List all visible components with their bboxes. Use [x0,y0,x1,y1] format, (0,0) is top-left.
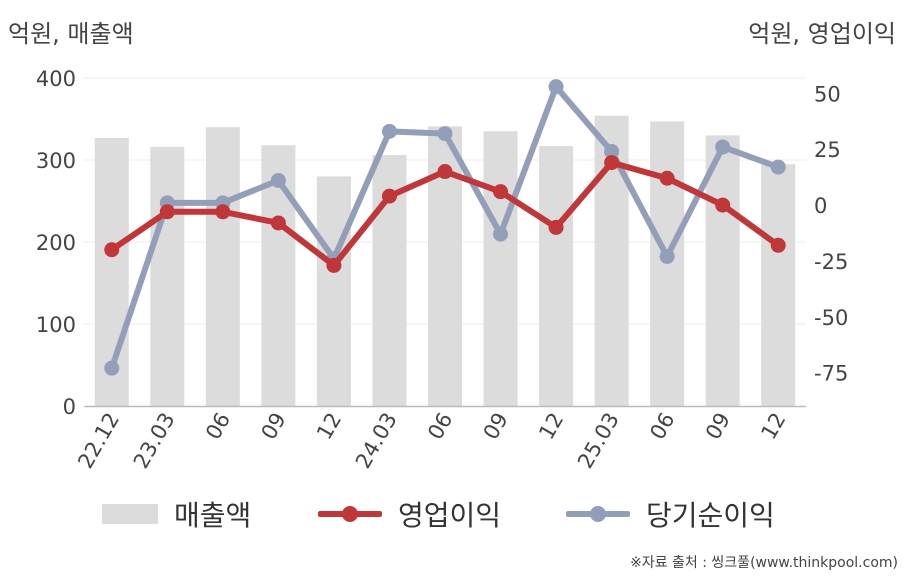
point-operating-profit [770,237,786,253]
point-net-income [437,126,453,142]
point-net-income [548,79,564,95]
bar-sales [150,146,185,406]
point-net-income [770,159,786,175]
legend-label-operating-profit: 영업이익 [398,499,502,532]
legend-swatch-operating-profit [318,504,382,524]
bar-sales [483,131,518,407]
x-tick-label: 25.03 [573,409,624,473]
left-axis-unit-label: 억원, 매출액 [8,20,134,48]
bar-sales [705,135,740,406]
right-tick-label: -75 [814,362,848,386]
left-tick-label: 200 [36,231,76,255]
legend-swatch-net-income [566,504,630,524]
x-tick-label: 12 [312,409,346,444]
point-operating-profit [270,215,286,231]
bar-sales [205,127,240,406]
left-tick-label: 0 [63,395,76,419]
point-operating-profit [493,184,509,200]
legend-item-operating-profit: 영업이익 [318,494,501,534]
legend-label-sales: 매출액 [174,499,252,532]
point-operating-profit [715,197,731,213]
source-note: ※자료 출처 : 씽크풀(www.thinkpool.com) [630,555,898,571]
point-net-income [270,172,286,188]
x-tick-label: 22.12 [73,409,124,473]
x-tick-label: 12 [756,409,790,444]
legend-item-net-income: 당기순이익 [566,494,775,534]
right-tick-label: 25 [814,138,841,162]
point-operating-profit [326,257,342,273]
series-lines [104,79,786,376]
legend-swatch-sales [102,504,158,524]
x-tick-label: 06 [423,409,457,444]
point-operating-profit [159,204,175,220]
point-net-income [104,360,120,376]
right-tick-label: -50 [814,306,848,330]
x-tick-label: 06 [645,409,679,444]
x-axis-ticks: 22.12 23.03 06 09 12 24.03 06 09 12 25.03 06 09 12 [73,409,790,473]
left-axis-ticks: 0 100 200 300 400 [36,67,76,419]
right-tick-label: -25 [814,250,848,274]
right-axis-ticks: -75 -50 -25 0 25 50 [814,82,848,385]
point-operating-profit [104,242,120,258]
bar-sales [539,146,574,406]
right-tick-label: 50 [814,82,841,106]
right-tick-label: 0 [814,194,827,218]
bars-sales [94,115,796,407]
x-tick-label: 09 [701,409,735,444]
bar-sales [316,176,351,406]
point-operating-profit [215,204,231,220]
point-net-income [493,226,509,242]
point-net-income [659,248,675,264]
point-operating-profit [381,188,397,204]
x-tick-label: 06 [201,409,235,444]
point-net-income [604,143,620,159]
legend-item-sales: 매출액 [102,494,251,534]
point-operating-profit [604,155,620,171]
point-operating-profit [437,164,453,180]
x-tick-label: 23.03 [129,409,180,473]
x-tick-label: 09 [257,409,291,444]
point-net-income [715,139,731,155]
left-tick-label: 300 [36,149,76,173]
legend-label-net-income: 당기순이익 [646,499,775,532]
x-tick-label: 24.03 [351,409,402,473]
legend: 매출액 영업이익 당기순이익 [0,494,908,534]
bar-sales [261,145,296,407]
left-tick-label: 100 [36,313,76,337]
combo-chart: 0 100 200 300 400 -75 -50 -25 0 25 50 22.12 23.03 0… [36,67,848,473]
left-tick-label: 400 [36,67,76,91]
point-operating-profit [548,219,564,235]
x-tick-label: 09 [479,409,513,444]
x-tick-label: 12 [534,409,568,444]
point-operating-profit [659,170,675,186]
bar-sales [761,164,796,406]
point-net-income [381,123,397,139]
right-axis-unit-label: 억원, 영업이익 [748,20,896,48]
